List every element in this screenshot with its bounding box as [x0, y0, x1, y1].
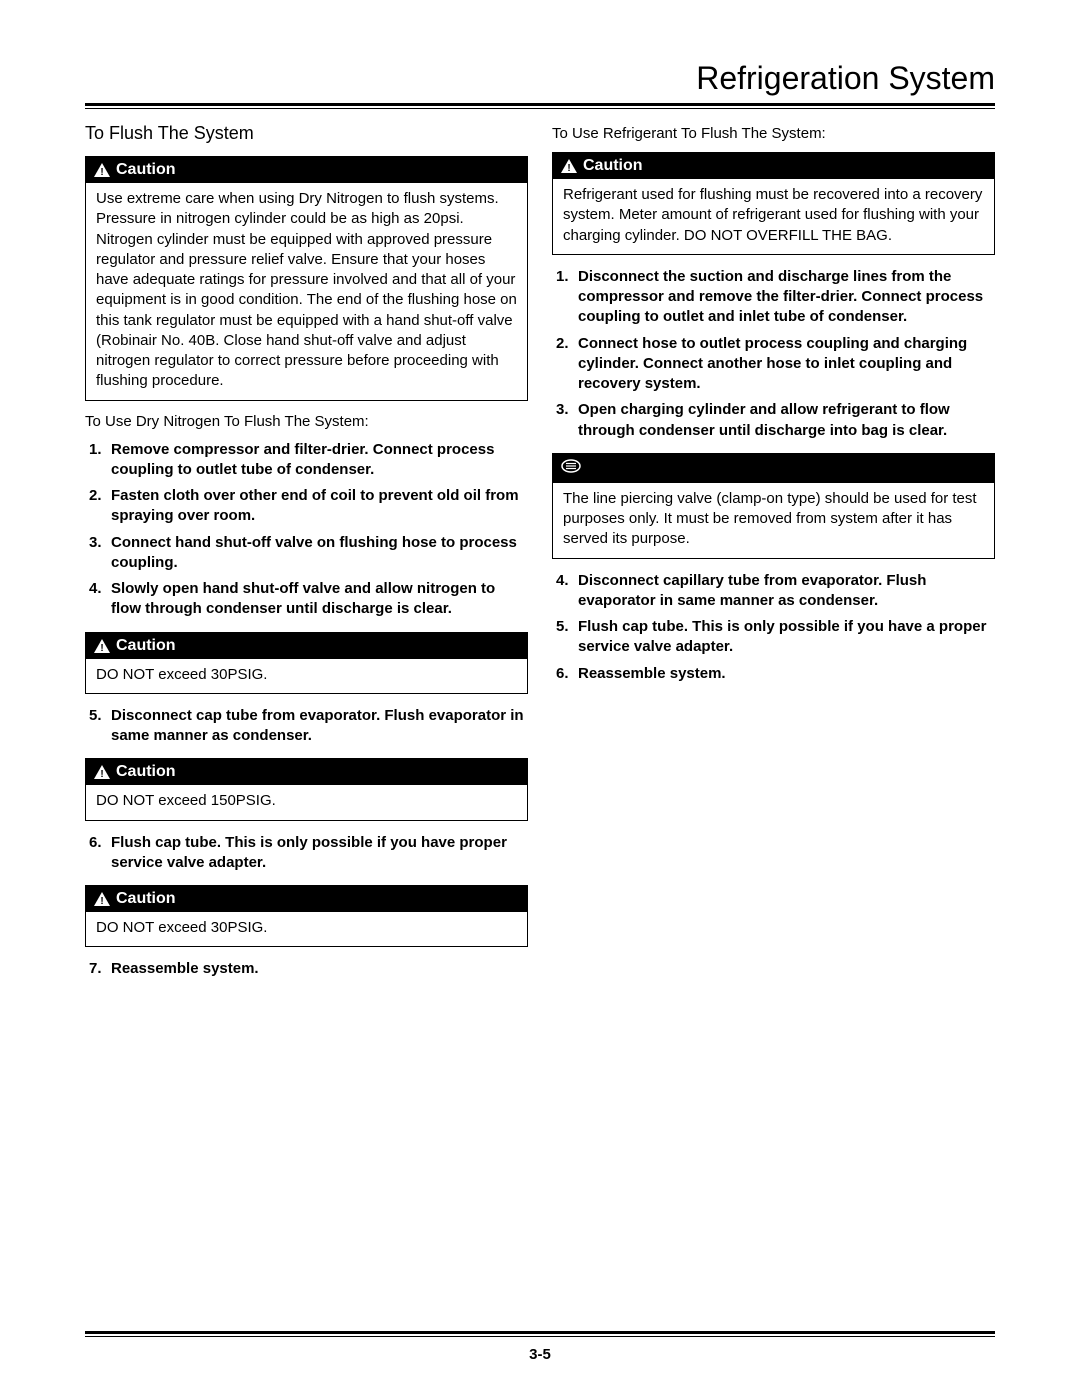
list-item: Reassemble system.	[552, 664, 995, 684]
svg-text:!: !	[567, 163, 570, 173]
content-columns: To Flush The System ! Caution Use extrem…	[85, 123, 995, 992]
list-item: Connect hand shut-off valve on flushing …	[85, 533, 528, 574]
right-sub1: To Use Refrigerant To Flush The System:	[552, 125, 995, 142]
list-item: Open charging cylinder and allow refrige…	[552, 400, 995, 441]
note-header	[553, 454, 994, 483]
bottom-divider	[85, 1331, 995, 1337]
caution-header: ! Caution	[86, 886, 527, 912]
note-box: The line piercing valve (clamp-on type) …	[552, 453, 995, 559]
caution-box-1: ! Caution Use extreme care when using Dr…	[85, 156, 528, 401]
caution-box-2: ! Caution DO NOT exceed 30PSIG.	[85, 632, 528, 694]
note-body: The line piercing valve (clamp-on type) …	[553, 483, 994, 558]
top-divider	[85, 103, 995, 109]
caution-body: DO NOT exceed 150PSIG.	[86, 785, 527, 819]
list-item: Flush cap tube. This is only possible if…	[85, 833, 528, 874]
list-item: Reassemble system.	[85, 959, 528, 979]
caution-body: Use extreme care when using Dry Nitrogen…	[86, 183, 527, 400]
left-steps-b: Disconnect cap tube from evaporator. Flu…	[85, 706, 528, 747]
warning-icon: !	[94, 639, 110, 653]
list-item: Slowly open hand shut-off valve and allo…	[85, 579, 528, 620]
caution-header: ! Caution	[86, 759, 527, 785]
right-steps-a: Disconnect the suction and discharge lin…	[552, 267, 995, 441]
list-item: Disconnect the suction and discharge lin…	[552, 267, 995, 328]
caution-body: Refrigerant used for flushing must be re…	[553, 179, 994, 254]
list-item: Disconnect capillary tube from evaporato…	[552, 571, 995, 612]
warning-icon: !	[94, 163, 110, 177]
caution-label: Caution	[116, 637, 176, 655]
page-number: 3-5	[0, 1346, 1080, 1363]
caution-header: ! Caution	[86, 157, 527, 183]
svg-text:!: !	[100, 167, 103, 177]
left-steps-a: Remove compressor and filter-drier. Conn…	[85, 440, 528, 620]
left-steps-d: Reassemble system.	[85, 959, 528, 979]
left-heading: To Flush The System	[85, 123, 528, 144]
caution-label: Caution	[583, 157, 643, 175]
caution-header: ! Caution	[553, 153, 994, 179]
page-title: Refrigeration System	[85, 60, 995, 97]
list-item: Flush cap tube. This is only possible if…	[552, 617, 995, 658]
list-item: Disconnect cap tube from evaporator. Flu…	[85, 706, 528, 747]
right-steps-b: Disconnect capillary tube from evaporato…	[552, 571, 995, 684]
caution-label: Caution	[116, 890, 176, 908]
caution-body: DO NOT exceed 30PSIG.	[86, 912, 527, 946]
list-item: Fasten cloth over other end of coil to p…	[85, 486, 528, 527]
caution-header: ! Caution	[86, 633, 527, 659]
list-item: Remove compressor and filter-drier. Conn…	[85, 440, 528, 481]
svg-text:!: !	[100, 643, 103, 653]
right-column: To Use Refrigerant To Flush The System: …	[552, 123, 995, 992]
note-icon	[561, 458, 581, 479]
list-item: Connect hose to outlet process coupling …	[552, 334, 995, 395]
caution-label: Caution	[116, 763, 176, 781]
warning-icon: !	[94, 765, 110, 779]
caution-label: Caution	[116, 161, 176, 179]
left-column: To Flush The System ! Caution Use extrem…	[85, 123, 528, 992]
caution-box-r1: ! Caution Refrigerant used for flushing …	[552, 152, 995, 255]
caution-body: DO NOT exceed 30PSIG.	[86, 659, 527, 693]
caution-box-4: ! Caution DO NOT exceed 30PSIG.	[85, 885, 528, 947]
left-steps-c: Flush cap tube. This is only possible if…	[85, 833, 528, 874]
svg-text:!: !	[100, 769, 103, 779]
warning-icon: !	[561, 159, 577, 173]
warning-icon: !	[94, 892, 110, 906]
left-sub1: To Use Dry Nitrogen To Flush The System:	[85, 413, 528, 430]
caution-box-3: ! Caution DO NOT exceed 150PSIG.	[85, 758, 528, 820]
svg-text:!: !	[100, 896, 103, 906]
